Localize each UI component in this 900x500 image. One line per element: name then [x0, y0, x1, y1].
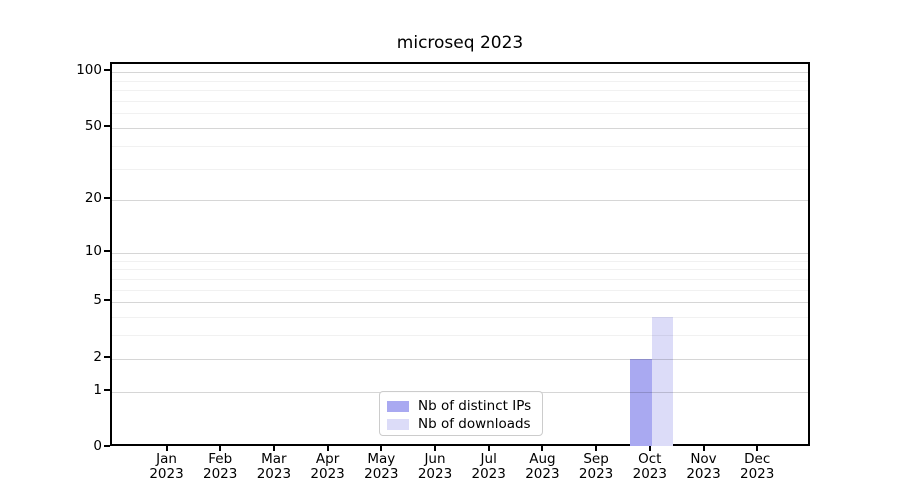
x-tick-label: Jan 2023	[149, 451, 184, 482]
legend-label-distinct-ips: Nb of distinct IPs	[418, 398, 532, 414]
x-tick-label: Apr 2023	[310, 451, 345, 482]
x-tick-label: Aug 2023	[525, 451, 560, 482]
gridline-major	[112, 252, 808, 254]
y-tick-label: 20	[84, 190, 102, 207]
legend-label-downloads: Nb of downloads	[418, 416, 531, 432]
gridline-minor	[112, 278, 808, 280]
x-tick	[219, 446, 222, 451]
gridline-minor	[112, 168, 808, 170]
x-tick	[648, 446, 651, 451]
gridline-major	[112, 128, 808, 130]
y-tick	[104, 249, 110, 252]
y-tick	[104, 388, 110, 391]
gridline-minor	[112, 101, 808, 103]
y-tick	[104, 125, 110, 128]
legend-swatch-distinct-ips	[387, 400, 409, 412]
gridline-minor	[112, 145, 808, 147]
bar-downloads	[651, 317, 674, 446]
x-tick	[434, 446, 436, 451]
y-tick-label: 0	[93, 438, 102, 454]
chart-title: microseq 2023	[396, 33, 524, 53]
y-tick-label: 1	[93, 381, 102, 398]
x-tick	[326, 446, 329, 451]
x-tick-label: Nov 2023	[686, 451, 721, 482]
x-tick-label: Jul 2023	[471, 451, 506, 482]
legend: Nb of distinct IPs Nb of downloads	[379, 391, 543, 436]
x-tick	[702, 446, 705, 451]
gridline-major	[112, 72, 808, 74]
x-tick	[380, 446, 383, 451]
gridline-major	[112, 358, 808, 360]
gridline-minor	[112, 80, 808, 82]
x-tick-label: Mar 2023	[256, 451, 292, 482]
y-tick	[104, 197, 110, 200]
x-tick	[541, 446, 544, 451]
y-tick	[104, 445, 110, 447]
gridline-minor	[112, 90, 808, 92]
gridline-minor	[112, 260, 808, 262]
x-tick	[487, 446, 490, 451]
y-tick-label: 50	[84, 118, 102, 135]
x-tick-label: Jun 2023	[417, 451, 453, 482]
y-tick	[104, 299, 110, 302]
x-tick	[595, 446, 598, 451]
x-tick-label: Sep 2023	[578, 451, 614, 482]
x-tick-label: Dec 2023	[740, 451, 775, 482]
gridline-major	[112, 302, 808, 304]
gridline-minor	[112, 317, 808, 319]
x-tick-label: May 2023	[364, 451, 399, 482]
x-tick	[272, 446, 275, 451]
x-tick-label: Feb 2023	[203, 451, 238, 482]
gridline-major	[112, 200, 808, 202]
bar-distinct-ips	[630, 358, 652, 446]
y-tick-label: 5	[93, 292, 102, 309]
x-tick-label: Oct 2023	[632, 451, 667, 482]
y-tick-label: 100	[76, 62, 102, 79]
y-tick-label: 2	[93, 348, 102, 365]
gridline-minor	[112, 335, 808, 337]
legend-item-downloads: Nb of downloads	[387, 415, 534, 433]
plot-area	[110, 62, 810, 446]
x-tick	[756, 446, 759, 451]
y-tick	[104, 355, 110, 358]
x-tick	[165, 446, 168, 451]
y-tick-label: 10	[84, 242, 102, 259]
legend-swatch-downloads	[387, 418, 409, 430]
gridline-minor	[112, 269, 808, 271]
gridline-minor	[112, 289, 808, 291]
y-tick	[104, 69, 110, 72]
gridline-minor	[112, 113, 808, 115]
legend-item-distinct-ips: Nb of distinct IPs	[387, 397, 534, 415]
